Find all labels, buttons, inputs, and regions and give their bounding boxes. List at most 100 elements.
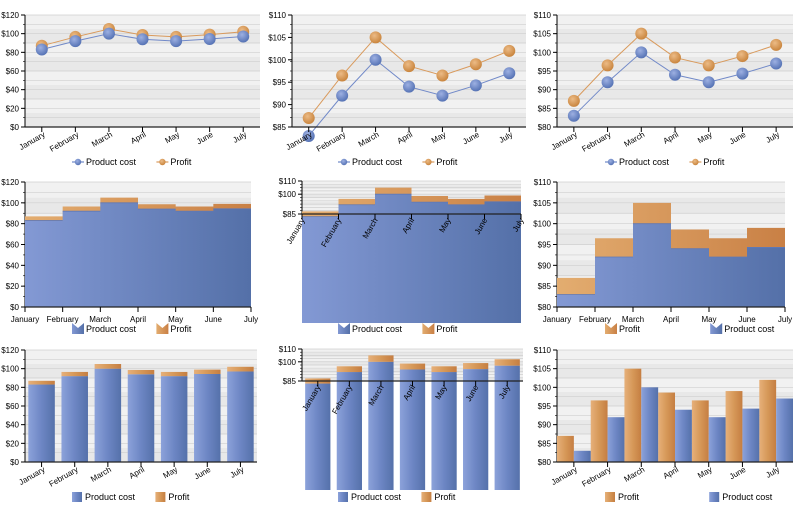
y-tick-label: $80 bbox=[538, 458, 552, 467]
bar-product-cost bbox=[399, 369, 426, 490]
y-tick-label: $80 bbox=[538, 123, 552, 132]
bar-product-cost bbox=[641, 387, 659, 462]
legend-label: Product cost bbox=[724, 324, 775, 334]
y-tick-label: $80 bbox=[538, 303, 552, 312]
x-tick-label: July bbox=[229, 465, 246, 480]
data-point bbox=[35, 43, 48, 56]
legend-label: Profit bbox=[170, 324, 192, 334]
plot-band bbox=[292, 113, 526, 127]
legend-dot-icon bbox=[607, 158, 615, 166]
plot-band bbox=[557, 182, 785, 198]
y-tick-label: $0 bbox=[10, 303, 19, 312]
legend: Profit Product cost bbox=[605, 323, 775, 334]
y-tick-label: $0 bbox=[10, 458, 19, 467]
data-point bbox=[302, 129, 315, 142]
chart-area-full: $0 $20 $40 $60 $80 $100 $120 January February Mar… bbox=[1, 178, 258, 334]
legend-dot-icon bbox=[159, 158, 166, 166]
x-tick-label: February bbox=[580, 465, 612, 489]
y-tick-label: $110 bbox=[534, 178, 552, 187]
plot-band bbox=[25, 85, 260, 99]
x-tick-label: April bbox=[128, 465, 147, 481]
y-tick-label: $90 bbox=[538, 261, 552, 270]
legend-label: Profit bbox=[619, 324, 641, 334]
y-tick-label: $105 bbox=[268, 33, 286, 42]
data-point bbox=[736, 50, 749, 63]
bar-product-cost bbox=[127, 374, 155, 462]
data-point bbox=[635, 46, 648, 59]
bar-product-cost bbox=[463, 369, 489, 490]
plot-band bbox=[25, 350, 257, 364]
plot-band bbox=[557, 378, 793, 392]
plot-band bbox=[292, 43, 526, 57]
legend: Product cost Profit bbox=[72, 323, 192, 334]
legend-dot-icon bbox=[74, 158, 82, 166]
data-point bbox=[69, 35, 82, 48]
y-tick-label: $120 bbox=[1, 346, 19, 355]
plot-band bbox=[292, 29, 526, 43]
bar-profit bbox=[399, 363, 426, 370]
y-tick-label: $80 bbox=[6, 48, 20, 57]
bar-profit bbox=[94, 364, 122, 369]
y-tick-label: $100 bbox=[1, 199, 19, 208]
y-tick-label: $105 bbox=[533, 30, 551, 39]
y-tick-label: $120 bbox=[1, 11, 19, 20]
data-point bbox=[436, 89, 449, 102]
x-tick-label: February bbox=[47, 315, 79, 324]
plot-band bbox=[292, 15, 526, 29]
bar-product-cost bbox=[94, 368, 122, 462]
y-tick-label: $120 bbox=[1, 178, 19, 187]
bar-product-cost bbox=[336, 372, 362, 490]
x-tick-label: February bbox=[47, 465, 79, 489]
legend-area-icon bbox=[710, 323, 723, 334]
y-tick-label: $100 bbox=[533, 220, 551, 229]
y-tick-label: $80 bbox=[6, 220, 20, 229]
x-tick-label: June bbox=[193, 465, 213, 482]
y-tick-label: $95 bbox=[538, 241, 552, 250]
series-marks bbox=[35, 23, 250, 56]
x-tick-label: February bbox=[580, 130, 612, 154]
bar-profit bbox=[725, 391, 743, 462]
legend-label: Product cost bbox=[351, 492, 402, 502]
plot-band bbox=[25, 113, 260, 127]
x-tick-label: April bbox=[129, 130, 148, 146]
x-tick-label: June bbox=[728, 130, 748, 147]
x-tick-label: June bbox=[461, 130, 481, 147]
legend-label: Profit bbox=[434, 492, 456, 502]
x-tick-label: May bbox=[168, 315, 183, 324]
legend-dot-icon bbox=[692, 158, 699, 166]
data-point bbox=[436, 69, 449, 82]
x-tick-label: July bbox=[764, 465, 781, 480]
data-point bbox=[601, 76, 614, 89]
legend-label: Profit bbox=[436, 157, 458, 167]
data-point bbox=[369, 31, 382, 44]
data-point bbox=[469, 58, 482, 71]
legend-swatch-icon bbox=[421, 492, 432, 502]
legend-label: Product cost bbox=[619, 157, 670, 167]
legend-swatch-icon bbox=[338, 492, 348, 502]
legend: Product cost Profit bbox=[338, 492, 456, 502]
y-tick-label: $110 bbox=[534, 11, 552, 20]
series-marks bbox=[25, 197, 251, 307]
x-tick-label: March bbox=[622, 315, 644, 324]
x-tick-label: May bbox=[162, 465, 180, 480]
data-point bbox=[237, 30, 250, 43]
x-tick-label: July bbox=[778, 315, 792, 324]
bar-profit bbox=[463, 363, 489, 370]
data-point bbox=[403, 80, 415, 93]
area-product-cost bbox=[302, 194, 521, 323]
plot-band bbox=[25, 71, 260, 85]
bar-product-cost bbox=[227, 371, 254, 462]
y-tick-label: $95 bbox=[273, 78, 287, 87]
bar-profit bbox=[431, 366, 457, 373]
plot-band bbox=[25, 99, 260, 113]
plot-band bbox=[302, 185, 521, 190]
y-tick-label: $85 bbox=[538, 439, 552, 448]
data-point bbox=[403, 60, 415, 73]
y-tick-label: $85 bbox=[273, 123, 287, 132]
legend-area-icon bbox=[156, 323, 169, 334]
y-tick-label: $100 bbox=[533, 48, 551, 57]
bar-product-cost bbox=[607, 417, 625, 462]
plot-band bbox=[302, 181, 521, 186]
chart-line-80: $80 $85 $90 $95 $100 $105 $110 January February M… bbox=[533, 11, 793, 167]
